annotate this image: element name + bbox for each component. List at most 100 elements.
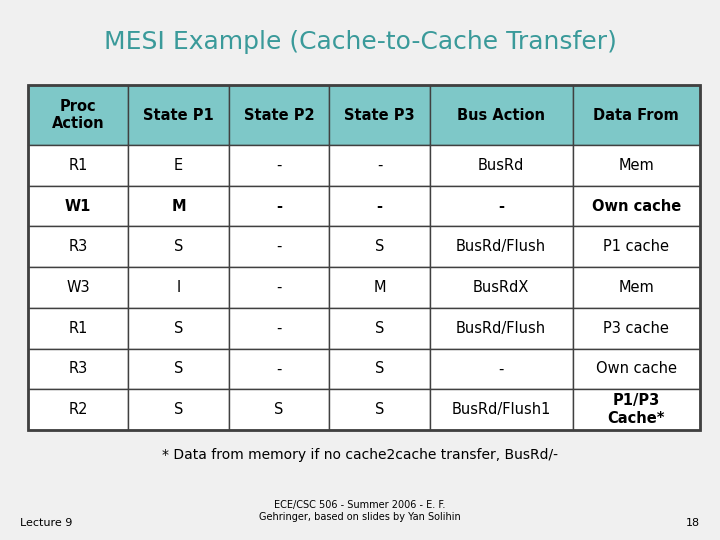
Bar — [28, 308, 128, 349]
Bar — [128, 226, 229, 267]
Bar — [430, 349, 572, 389]
Bar — [572, 226, 700, 267]
Text: State P2: State P2 — [244, 107, 315, 123]
Text: Lecture 9: Lecture 9 — [20, 518, 73, 528]
Text: ECE/CSC 506 - Summer 2006 - E. F.
Gehringer, based on slides by Yan Solihin: ECE/CSC 506 - Summer 2006 - E. F. Gehrin… — [259, 501, 461, 522]
Text: M: M — [171, 199, 186, 214]
Bar — [128, 308, 229, 349]
Bar — [128, 85, 229, 145]
Text: 18: 18 — [686, 518, 700, 528]
Text: -: - — [377, 158, 382, 173]
Text: * Data from memory if no cache2cache transfer, BusRd/-: * Data from memory if no cache2cache tra… — [162, 448, 558, 462]
Text: Bus Action: Bus Action — [457, 107, 545, 123]
Bar — [28, 349, 128, 389]
Bar — [128, 186, 229, 226]
Text: S: S — [375, 321, 384, 336]
Text: -: - — [276, 158, 282, 173]
Bar — [430, 267, 572, 308]
Bar — [329, 145, 430, 186]
Text: BusRd/Flush: BusRd/Flush — [456, 239, 546, 254]
Text: E: E — [174, 158, 183, 173]
Bar — [329, 186, 430, 226]
Text: S: S — [274, 402, 284, 417]
Bar — [572, 349, 700, 389]
Bar — [28, 226, 128, 267]
Text: P1 cache: P1 cache — [603, 239, 670, 254]
Bar — [329, 267, 430, 308]
Text: S: S — [174, 361, 184, 376]
Text: -: - — [276, 361, 282, 376]
Text: Mem: Mem — [618, 158, 654, 173]
Bar — [28, 145, 128, 186]
Text: Own cache: Own cache — [595, 361, 677, 376]
Bar — [430, 226, 572, 267]
Text: S: S — [375, 402, 384, 417]
Bar — [229, 349, 329, 389]
Bar — [329, 308, 430, 349]
Text: BusRdX: BusRdX — [473, 280, 529, 295]
Text: M: M — [373, 280, 386, 295]
Bar — [28, 85, 128, 145]
Text: S: S — [375, 239, 384, 254]
Text: R3: R3 — [68, 361, 88, 376]
Bar — [28, 389, 128, 430]
Text: I: I — [176, 280, 181, 295]
Text: W3: W3 — [66, 280, 90, 295]
Text: State P1: State P1 — [143, 107, 214, 123]
Text: P1/P3
Cache*: P1/P3 Cache* — [608, 394, 665, 426]
Text: -: - — [276, 239, 282, 254]
Text: BusRd/Flush1: BusRd/Flush1 — [451, 402, 551, 417]
Text: MESI Example (Cache-to-Cache Transfer): MESI Example (Cache-to-Cache Transfer) — [104, 30, 616, 54]
Bar — [430, 85, 572, 145]
Text: Own cache: Own cache — [592, 199, 681, 214]
Bar — [28, 186, 128, 226]
Bar — [430, 308, 572, 349]
Bar — [572, 145, 700, 186]
Text: BusRd: BusRd — [478, 158, 524, 173]
Bar — [229, 267, 329, 308]
Bar — [329, 349, 430, 389]
Text: -: - — [377, 199, 382, 214]
Text: State P3: State P3 — [344, 107, 415, 123]
Bar — [329, 389, 430, 430]
Text: BusRd/Flush: BusRd/Flush — [456, 321, 546, 336]
Bar — [128, 267, 229, 308]
Bar — [128, 389, 229, 430]
Text: R2: R2 — [68, 402, 88, 417]
Bar — [329, 226, 430, 267]
Text: -: - — [276, 199, 282, 214]
Bar — [128, 145, 229, 186]
Bar — [572, 85, 700, 145]
Text: Mem: Mem — [618, 280, 654, 295]
Bar — [229, 226, 329, 267]
Bar — [229, 186, 329, 226]
Text: S: S — [174, 239, 184, 254]
Text: Data From: Data From — [593, 107, 679, 123]
Bar — [229, 145, 329, 186]
Bar — [572, 308, 700, 349]
Bar — [572, 267, 700, 308]
Bar — [128, 349, 229, 389]
Text: Proc
Action: Proc Action — [52, 99, 104, 131]
Bar — [28, 267, 128, 308]
Text: P3 cache: P3 cache — [603, 321, 669, 336]
Text: -: - — [276, 280, 282, 295]
Bar — [430, 145, 572, 186]
Bar — [28, 85, 700, 430]
Bar — [229, 389, 329, 430]
Bar — [430, 186, 572, 226]
Text: R1: R1 — [68, 321, 88, 336]
Text: W1: W1 — [65, 199, 91, 214]
Bar — [572, 389, 700, 430]
Text: R3: R3 — [68, 239, 88, 254]
Bar — [229, 85, 329, 145]
Text: -: - — [276, 321, 282, 336]
Bar — [572, 186, 700, 226]
Bar — [329, 85, 430, 145]
Bar — [430, 389, 572, 430]
Bar — [229, 308, 329, 349]
Text: R1: R1 — [68, 158, 88, 173]
Text: S: S — [174, 321, 184, 336]
Text: -: - — [498, 199, 504, 214]
Text: S: S — [375, 361, 384, 376]
